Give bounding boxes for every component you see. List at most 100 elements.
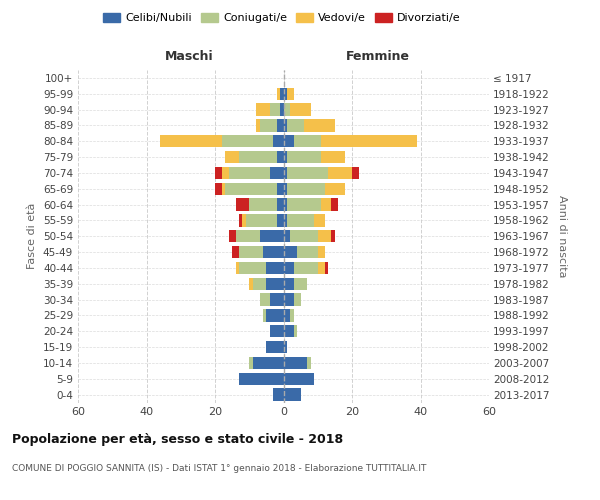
Bar — [266, 278, 284, 290]
Bar — [284, 262, 294, 274]
Bar — [277, 182, 284, 195]
Bar — [239, 214, 242, 226]
Bar — [236, 198, 249, 211]
Bar — [277, 214, 284, 226]
Bar — [352, 166, 359, 179]
Text: Maschi: Maschi — [164, 50, 213, 64]
Bar — [284, 294, 294, 306]
Bar — [280, 104, 284, 116]
Y-axis label: Fasce di età: Fasce di età — [28, 203, 37, 270]
Bar — [266, 262, 284, 274]
Bar — [225, 151, 239, 164]
Bar — [325, 182, 345, 195]
Bar — [266, 341, 284, 353]
Bar — [284, 246, 297, 258]
Bar — [249, 278, 253, 290]
Bar — [270, 325, 284, 338]
Bar — [325, 262, 328, 274]
Bar — [249, 198, 277, 211]
Bar — [277, 88, 280, 100]
Bar — [284, 166, 287, 179]
Bar — [284, 372, 314, 385]
Bar — [284, 388, 301, 401]
Bar — [280, 88, 284, 100]
Bar — [256, 104, 270, 116]
Bar — [222, 166, 229, 179]
Bar — [290, 104, 311, 116]
Bar — [314, 214, 325, 226]
Bar — [287, 151, 321, 164]
Bar — [273, 135, 284, 147]
Bar — [294, 135, 321, 147]
Bar — [294, 294, 301, 306]
Bar — [225, 182, 277, 195]
Bar — [307, 356, 311, 369]
Bar — [318, 262, 325, 274]
Bar — [294, 262, 318, 274]
Bar — [284, 309, 290, 322]
Bar — [287, 214, 314, 226]
Legend: Celibi/Nubili, Coniugati/e, Vedovi/e, Divorziati/e: Celibi/Nubili, Coniugati/e, Vedovi/e, Di… — [99, 8, 465, 28]
Bar — [284, 325, 294, 338]
Bar — [284, 341, 287, 353]
Bar — [263, 246, 284, 258]
Bar — [270, 294, 284, 306]
Bar — [266, 309, 284, 322]
Bar — [284, 182, 287, 195]
Bar — [260, 294, 270, 306]
Bar — [256, 119, 260, 132]
Bar — [318, 246, 325, 258]
Bar — [239, 372, 284, 385]
Bar — [242, 214, 246, 226]
Bar — [229, 166, 270, 179]
Bar — [287, 119, 304, 132]
Bar — [318, 230, 331, 242]
Bar — [284, 214, 287, 226]
Bar — [287, 182, 325, 195]
Bar — [277, 151, 284, 164]
Bar — [284, 135, 294, 147]
Bar — [284, 230, 290, 242]
Bar — [236, 262, 239, 274]
Bar — [304, 119, 335, 132]
Bar — [263, 309, 266, 322]
Bar — [249, 356, 253, 369]
Bar — [284, 356, 307, 369]
Bar — [321, 198, 331, 211]
Bar — [284, 104, 290, 116]
Bar — [222, 135, 273, 147]
Bar — [277, 119, 284, 132]
Y-axis label: Anni di nascita: Anni di nascita — [557, 195, 566, 278]
Bar — [232, 246, 239, 258]
Bar — [321, 135, 417, 147]
Bar — [277, 198, 284, 211]
Bar — [284, 151, 287, 164]
Bar — [321, 151, 345, 164]
Bar — [229, 230, 236, 242]
Bar — [284, 119, 287, 132]
Bar — [260, 119, 277, 132]
Bar — [215, 166, 222, 179]
Bar — [246, 214, 277, 226]
Bar — [284, 88, 287, 100]
Bar — [284, 198, 287, 211]
Bar — [239, 262, 266, 274]
Bar — [331, 230, 335, 242]
Bar — [260, 230, 284, 242]
Bar — [270, 166, 284, 179]
Bar — [331, 198, 338, 211]
Text: COMUNE DI POGGIO SANNITA (IS) - Dati ISTAT 1° gennaio 2018 - Elaborazione TUTTIT: COMUNE DI POGGIO SANNITA (IS) - Dati IST… — [12, 464, 427, 473]
Bar — [273, 388, 284, 401]
Bar — [287, 166, 328, 179]
Bar — [270, 104, 280, 116]
Bar — [284, 278, 294, 290]
Bar — [328, 166, 352, 179]
Bar — [290, 309, 294, 322]
Bar — [287, 198, 321, 211]
Bar — [294, 325, 297, 338]
Bar — [297, 246, 318, 258]
Bar — [236, 230, 260, 242]
Bar — [239, 151, 277, 164]
Bar — [287, 88, 294, 100]
Text: Popolazione per età, sesso e stato civile - 2018: Popolazione per età, sesso e stato civil… — [12, 432, 343, 446]
